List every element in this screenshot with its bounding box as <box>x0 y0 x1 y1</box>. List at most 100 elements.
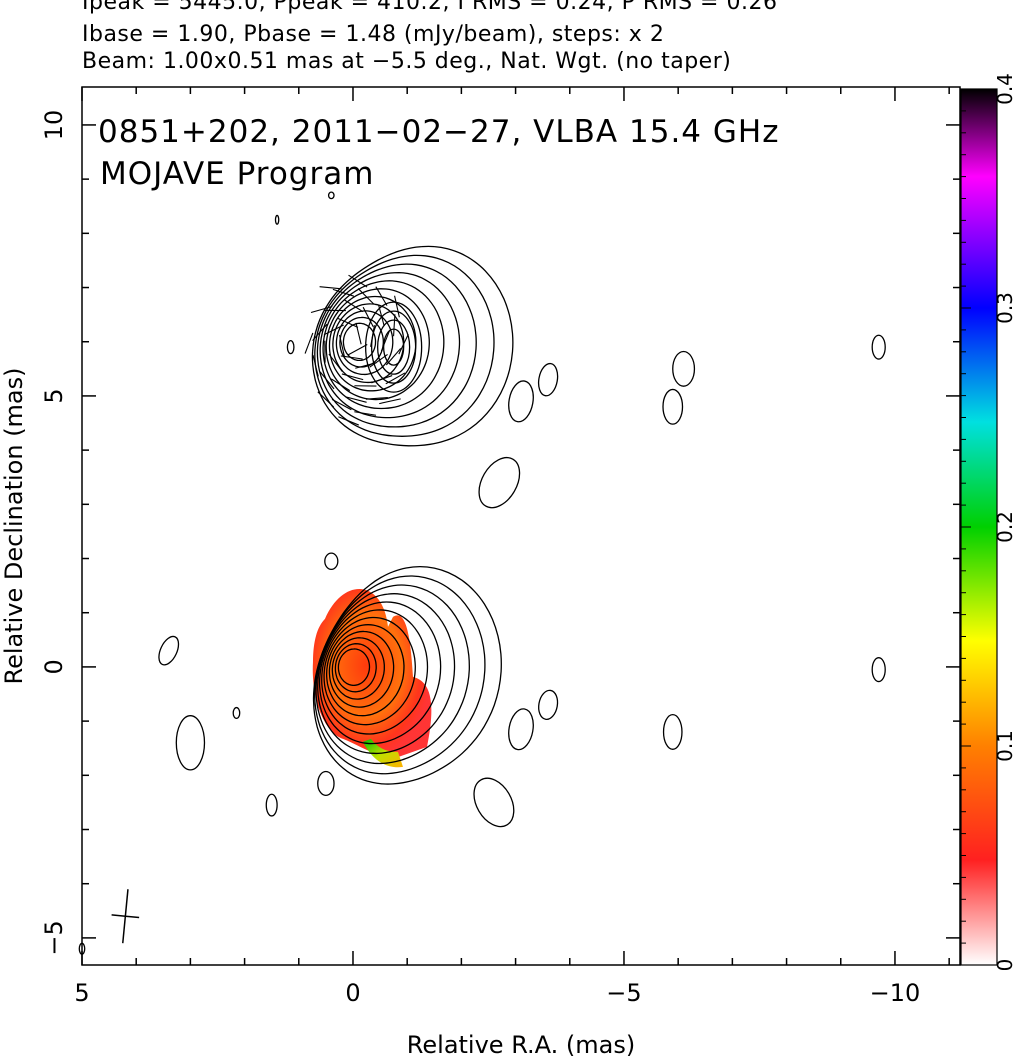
noise-contour <box>508 380 534 423</box>
beam-minor-axis <box>111 914 140 919</box>
noise-contour <box>672 350 696 387</box>
colorbar-tick-label: 0.1 <box>993 730 1017 762</box>
polarization-vector <box>355 362 377 369</box>
polarization-vector <box>319 371 335 390</box>
noise-contour <box>158 635 180 666</box>
noise-contour <box>327 191 335 200</box>
plot-subtitle: MOJAVE Program <box>100 156 374 192</box>
colorbar-tick-label: 0.2 <box>993 511 1017 543</box>
polarization-vector <box>345 396 367 403</box>
polarization-vector <box>371 375 393 384</box>
beam-marker <box>111 889 140 944</box>
north-contour <box>316 263 477 428</box>
north-contour <box>314 254 495 437</box>
polarization-vector <box>328 353 343 372</box>
header-line-1: Ipeak = 5445.0, Ppeak = 410.2, I RMS = 0… <box>82 0 778 15</box>
polarization-vector <box>312 323 328 341</box>
polarization-vector <box>317 391 335 408</box>
colorbar-tick-label: 0.3 <box>993 292 1017 324</box>
polarization-heatmap <box>312 589 432 768</box>
noise-contour <box>871 334 886 360</box>
core-contour <box>315 584 470 765</box>
polarization-vector <box>332 288 355 297</box>
polarization-vector <box>378 304 385 327</box>
header-line-2: Ibase = 1.90, Pbase = 1.48 (mJy/beam), s… <box>82 22 665 47</box>
polarization-vector <box>385 372 406 385</box>
polarization-vector <box>369 353 388 368</box>
north-contour <box>342 322 377 362</box>
north-contour <box>322 280 445 410</box>
core-contour <box>321 609 429 735</box>
noise-contour <box>286 339 295 355</box>
y-tick-label: 10 <box>40 110 68 141</box>
polarization-vector <box>380 330 391 352</box>
polarization-vector <box>379 398 401 405</box>
noise-contour <box>265 793 278 817</box>
north-lobe-contour <box>376 319 411 375</box>
x-tick-label: 5 <box>74 979 89 1007</box>
y-axis-label: Relative Declination (mas) <box>0 367 28 684</box>
polarization-vector <box>339 334 345 357</box>
polarization-vector <box>348 274 368 288</box>
x-tick-label: 0 <box>345 979 360 1007</box>
polarization-vector <box>362 306 374 327</box>
polarization-vector <box>330 378 351 392</box>
header-line-3: Beam: 1.00x0.51 mas at −5.5 deg., Nat. W… <box>82 49 732 74</box>
polarization-vector <box>323 324 344 336</box>
x-axis-label: Relative R.A. (mas) <box>407 1031 635 1059</box>
polarization-vector <box>357 288 375 305</box>
polarization-vector <box>319 286 342 290</box>
noise-contour <box>473 777 515 828</box>
polarization-vectors <box>304 274 409 426</box>
noise-contour <box>175 715 206 771</box>
north-contour <box>328 295 417 392</box>
north-lobe-contour <box>370 310 417 384</box>
north-contour <box>325 288 430 401</box>
plot-title: 0851+202, 2011−02−27, VLBA 15.4 GHz <box>98 114 779 150</box>
noise-contour <box>317 770 335 797</box>
intensity-contours <box>311 245 514 785</box>
polarization-vector <box>394 295 400 318</box>
polarization-vector <box>304 332 314 354</box>
polarization-vector <box>338 416 360 426</box>
polarization-vector <box>365 396 388 400</box>
polarization-vector <box>355 322 362 345</box>
polarization-vector <box>385 348 402 366</box>
polarization-vector <box>331 398 352 411</box>
polarization-vector <box>344 299 364 313</box>
colorbar-tick-label: 0.4 <box>993 73 1017 105</box>
core-contour <box>318 601 442 745</box>
core-contour <box>312 565 502 785</box>
plot-frame <box>81 86 961 966</box>
polarization-vector <box>337 317 359 328</box>
core-contour <box>325 624 405 717</box>
y-tick-label: −5 <box>40 920 68 955</box>
core-contour <box>334 643 377 693</box>
polarization-vector <box>370 325 375 347</box>
core-contour <box>314 575 486 775</box>
noise-contour <box>538 689 559 721</box>
polarization-vector <box>347 344 368 356</box>
polarization-vector <box>375 286 388 306</box>
axis-ticks: 5 0 −5 −10 −5 0 5 10 <box>40 87 960 1007</box>
core-contour <box>337 648 371 687</box>
x-tick-label: −10 <box>870 979 921 1007</box>
polarization-vector <box>310 305 333 314</box>
north-contour <box>311 245 514 447</box>
polarization-vector <box>398 334 409 355</box>
polarization-vector <box>341 373 364 381</box>
noise-contour <box>537 362 559 397</box>
noise-contour <box>324 552 339 571</box>
core-contour <box>328 630 395 708</box>
core-contour <box>323 616 416 726</box>
noise-contour <box>232 706 241 720</box>
noise-contour <box>478 456 521 509</box>
x-tick-label: −5 <box>606 979 641 1007</box>
colorbar-tick-label: 0 <box>993 959 1017 972</box>
core-contour <box>317 593 456 755</box>
noise-contours <box>78 191 886 955</box>
y-tick-label: 0 <box>40 659 68 674</box>
y-tick-label: 5 <box>40 388 68 403</box>
noise-contour <box>662 713 683 750</box>
